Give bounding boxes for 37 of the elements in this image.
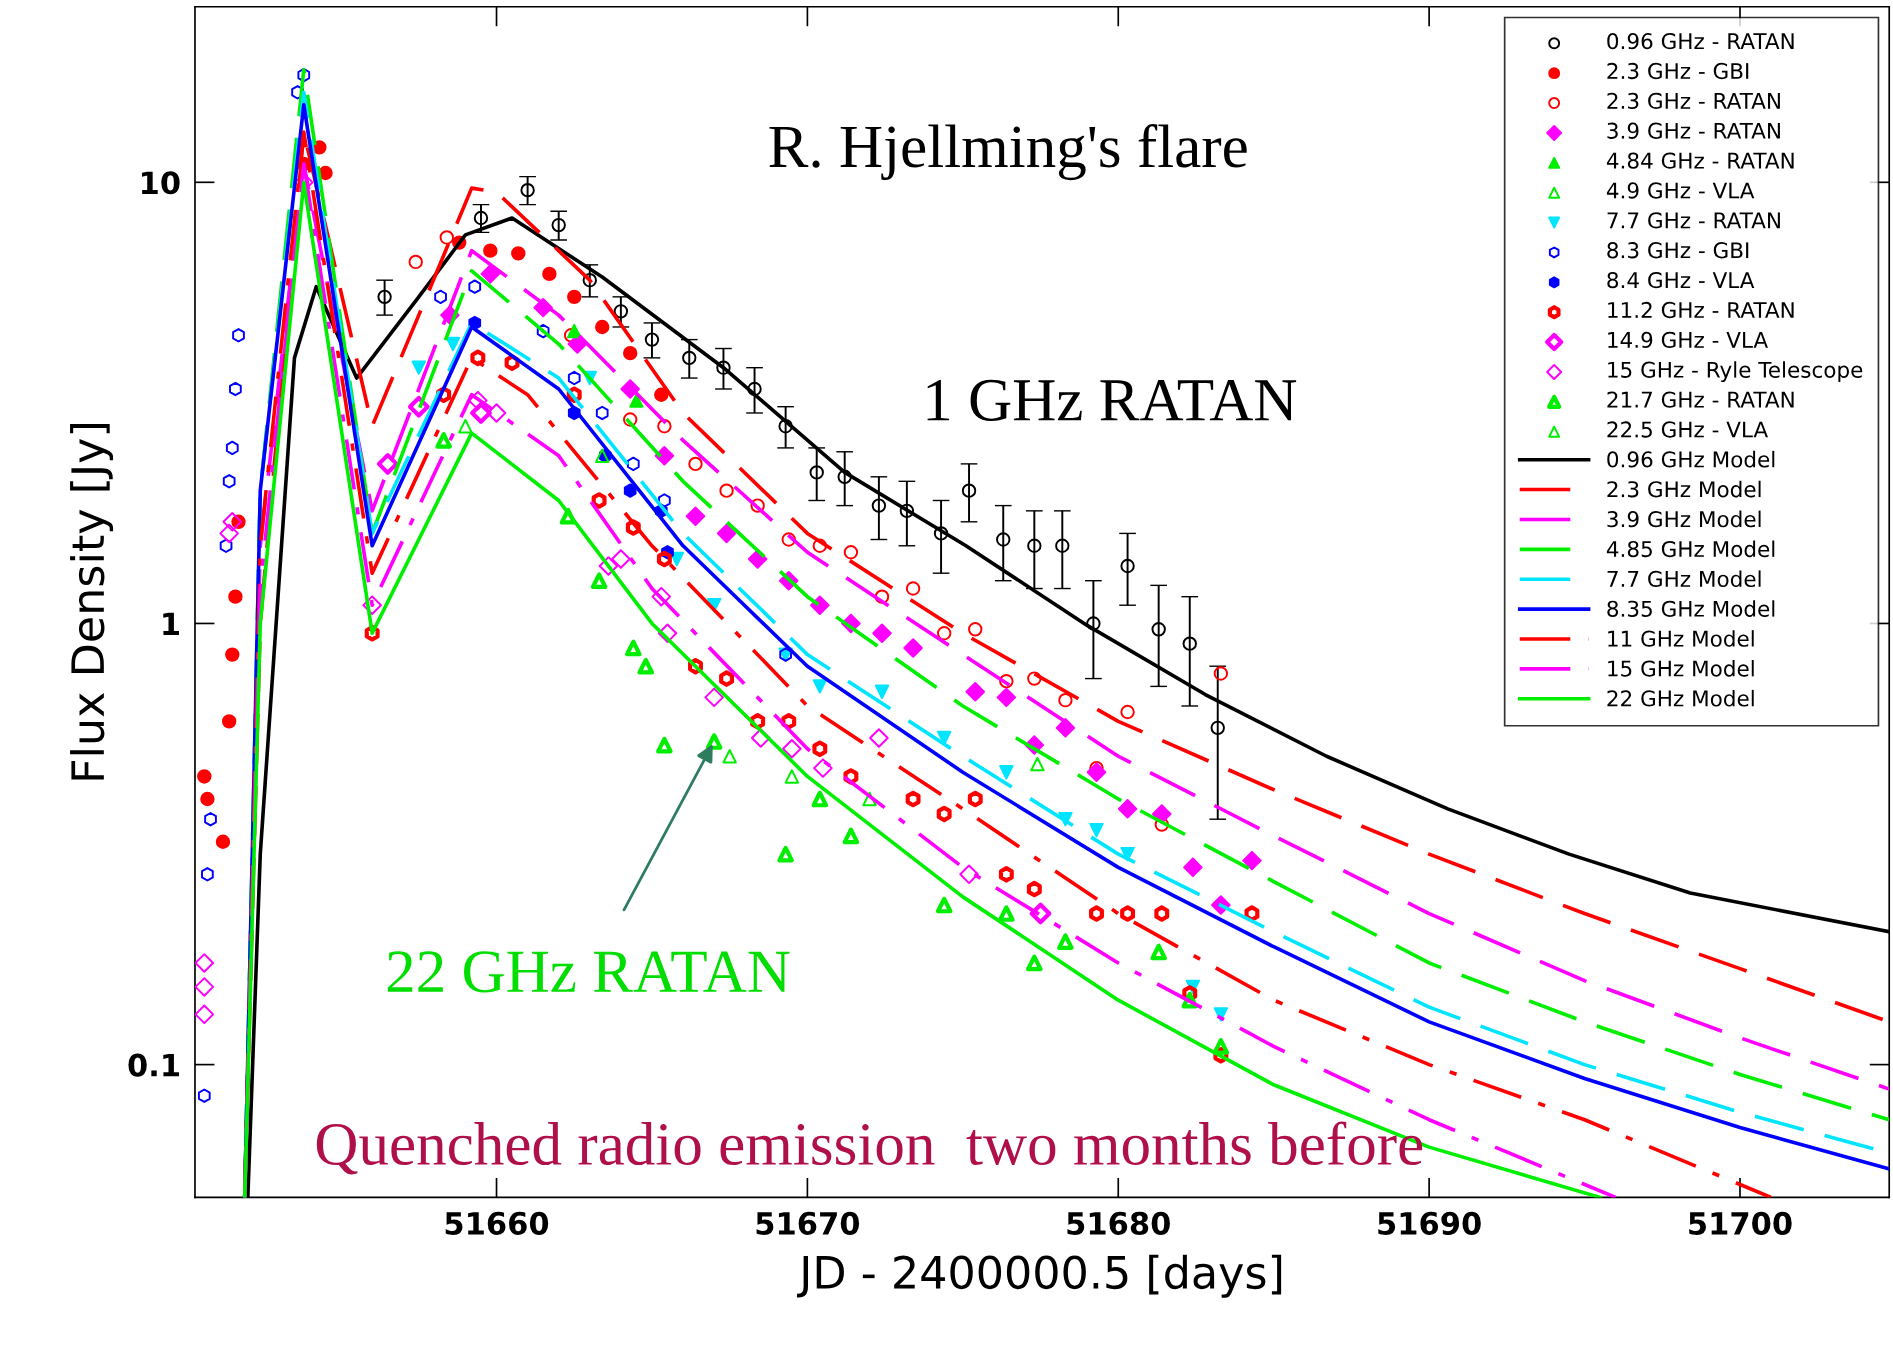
annotation: Quenched radio emission two months before	[316, 1121, 1423, 1175]
legend-label: 8.4 GHz - VLA	[1607, 271, 1755, 289]
x-tick-label: 51660	[445, 1211, 549, 1235]
y-tick-label: 10	[142, 171, 180, 195]
annotation: R. Hjellming's flare	[769, 123, 1247, 181]
legend-label: 0.96 GHz - RATAN	[1607, 32, 1794, 50]
legend-label: 8.3 GHz - GBI	[1607, 242, 1749, 259]
legend-label: 7.7 GHz Model	[1607, 570, 1761, 588]
legend-label: 11 GHz Model	[1608, 630, 1754, 647]
legend-label: 0.96 GHz Model	[1607, 450, 1775, 468]
y-tick-label: 1	[163, 612, 179, 636]
annotation: 1 GHz RATAN	[927, 379, 1297, 421]
legend-label: 2.3 GHz - GBI	[1607, 62, 1749, 80]
y-tick-label: 0.1	[128, 1053, 179, 1077]
legend-label: 3.9 GHz - RATAN	[1607, 122, 1780, 139]
legend-label: 15 GHz Model	[1608, 660, 1754, 677]
y-axis-title: Flux Density [Jy]	[70, 424, 114, 780]
x-tick-label: 51670	[756, 1211, 860, 1235]
legend-label: 2.3 GHz - RATAN	[1607, 92, 1780, 110]
annotation: 22 GHz RATAN	[387, 951, 790, 993]
legend-label: 3.9 GHz Model	[1607, 510, 1761, 528]
legend-label: 15 GHz - Ryle Telescope	[1608, 361, 1863, 383]
legend-label: 4.9 GHz - VLA	[1606, 182, 1755, 199]
x-tick-label: 51690	[1378, 1211, 1481, 1235]
legend-label: 22 GHz Model	[1607, 689, 1754, 707]
x-tick-label: 51680	[1067, 1211, 1170, 1235]
legend-label: 14.9 GHz - VLA	[1608, 331, 1768, 349]
legend-label: 21.7 GHz - RATAN	[1607, 391, 1794, 408]
legend-label: 8.35 GHz Model	[1607, 600, 1775, 617]
x-axis-title: JD - 2400000.5 [days]	[796, 1254, 1282, 1298]
legend-label: 11.2 GHz - RATAN	[1608, 301, 1794, 319]
legend-label: 4.85 GHz Model	[1606, 540, 1775, 558]
legend-label: 2.3 GHz Model	[1607, 480, 1761, 498]
legend-label: 7.7 GHz - RATAN	[1607, 212, 1780, 229]
legend-label: 22.5 GHz - VLA	[1607, 421, 1768, 438]
legend-label: 4.84 GHz - RATAN	[1606, 152, 1794, 169]
x-tick-label: 51700	[1689, 1211, 1792, 1235]
